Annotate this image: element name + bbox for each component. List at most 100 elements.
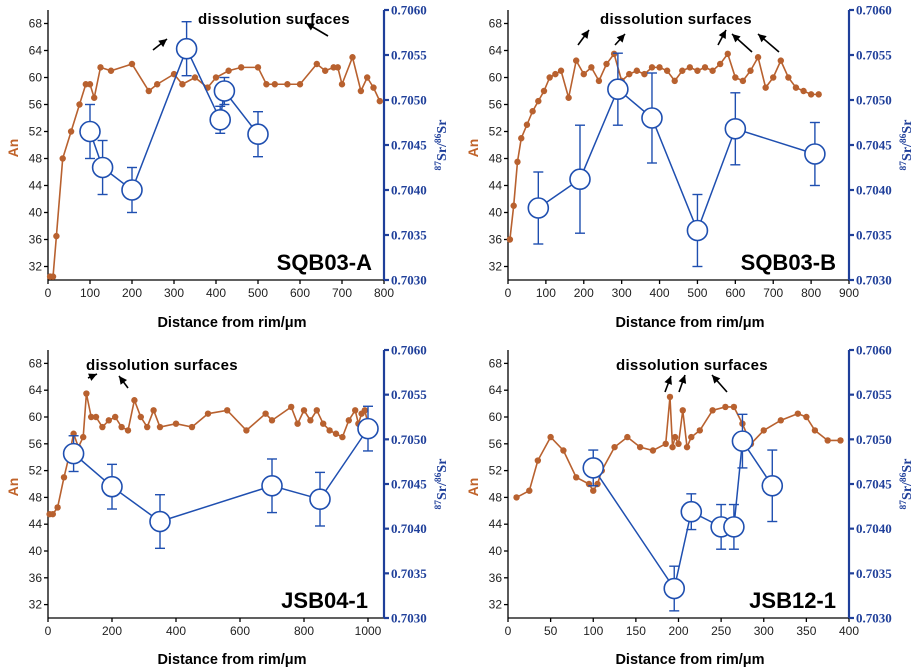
y-axis-left-label: An: [5, 139, 21, 158]
panel-title: JSB04-1: [281, 588, 368, 613]
x-axis-label: Distance from rim/μm: [615, 315, 764, 331]
x-tick-label: 600: [290, 286, 310, 300]
an-data-point: [99, 423, 106, 431]
an-data-point: [53, 232, 60, 240]
an-data-point: [716, 60, 724, 68]
y-right-tick-label: 0.7055: [856, 387, 892, 402]
an-data-point: [118, 423, 125, 431]
sr-data-point: [62, 442, 85, 465]
x-tick-label: 350: [796, 624, 816, 638]
sr-data-point: [527, 197, 550, 219]
an-data-point: [679, 407, 686, 414]
an-data-point: [540, 87, 548, 95]
an-data-point: [307, 417, 314, 424]
sr-data-point: [213, 80, 236, 102]
y-left-tick-label: 36: [29, 233, 43, 247]
sr-data-point: [175, 37, 198, 60]
x-tick-label: 400: [166, 624, 186, 638]
isotope-superscript: 86: [434, 472, 444, 482]
y-left-tick-label: 64: [29, 44, 43, 58]
sr-data-point: [723, 516, 745, 538]
an-data-point: [80, 433, 87, 441]
sr-data-point: [91, 156, 114, 179]
x-tick-label: 300: [164, 286, 184, 300]
sr-data-point: [309, 488, 331, 510]
an-data-point: [288, 403, 295, 411]
sr-data-point: [79, 120, 101, 143]
an-data-point: [313, 60, 320, 68]
sr-data-point: [607, 78, 629, 100]
arrow-head-0: [581, 30, 589, 39]
y-right-tick-label: 0.7060: [856, 3, 892, 18]
y-left-tick-label: 32: [489, 260, 503, 274]
isotope-superscript: 86: [899, 472, 909, 482]
arrow-head-2: [718, 30, 726, 39]
y-right-tick-label: 0.7030: [856, 273, 892, 288]
an-data-point: [535, 97, 542, 105]
an-data-point: [560, 447, 567, 454]
an-data-point: [86, 81, 94, 88]
an-data-point: [225, 67, 232, 74]
an-data-point: [770, 74, 777, 81]
an-data-point: [526, 487, 533, 494]
an-data-point: [339, 433, 346, 441]
y-right-tick-label: 0.7055: [856, 48, 892, 63]
an-data-point: [807, 91, 815, 98]
y-axis-right-label: 87Sr/86Sr: [434, 120, 450, 171]
an-data-point: [534, 457, 542, 464]
an-data-point: [296, 81, 304, 88]
an-data-point: [271, 81, 278, 88]
an-data-point: [785, 74, 792, 81]
sr-data-point: [641, 107, 663, 129]
y-right-tick-label: 0.7050: [856, 93, 892, 108]
an-data-point: [506, 236, 514, 243]
an-data-point: [179, 81, 186, 88]
an-data-point: [747, 67, 754, 74]
an-data-point: [794, 410, 802, 417]
an-data-point: [300, 407, 308, 414]
y-right-tick-label: 0.7035: [856, 566, 892, 581]
x-tick-label: 600: [725, 286, 745, 300]
an-data-point: [701, 64, 709, 71]
y-left-tick-label: 64: [489, 383, 503, 397]
an-data-point: [510, 202, 517, 209]
an-data-point: [565, 94, 572, 101]
arrow-head-2: [712, 375, 721, 384]
an-data-point: [294, 420, 301, 427]
an-data-point: [777, 57, 784, 64]
an-data-point: [636, 443, 644, 451]
an-data-point: [760, 427, 767, 434]
y-axis-left-label: An: [465, 478, 481, 497]
an-data-point: [649, 447, 657, 454]
x-tick-label: 100: [536, 286, 556, 300]
an-data-point: [105, 417, 113, 424]
an-data-point: [552, 70, 559, 78]
annotation-text: dissolution surfaces: [616, 357, 768, 374]
an-data-point: [91, 94, 98, 101]
an-data-point: [683, 443, 691, 451]
arrow-head-0: [88, 373, 97, 381]
an-data-point: [837, 437, 844, 444]
an-series-line: [516, 396, 841, 499]
an-data-point: [573, 57, 580, 64]
an-data-point: [671, 77, 678, 85]
y-axis-right-label: 87Sr/86Sr: [899, 459, 915, 510]
an-data-point: [762, 84, 769, 91]
an-data-point: [357, 87, 365, 95]
an-data-point: [284, 81, 291, 88]
an-data-point: [322, 67, 329, 74]
y-left-tick-label: 32: [489, 598, 503, 612]
an-data-point: [263, 81, 270, 88]
an-data-point: [557, 67, 565, 74]
y-right-tick-label: 0.7045: [856, 138, 892, 153]
y-left-tick-label: 56: [489, 437, 503, 451]
x-tick-label: 200: [102, 624, 122, 638]
x-tick-label: 50: [544, 624, 558, 638]
an-data-point: [254, 64, 262, 71]
y-left-tick-label: 64: [489, 44, 503, 58]
y-left-tick-label: 68: [29, 356, 43, 370]
an-data-point: [67, 128, 75, 135]
an-data-point: [128, 60, 136, 68]
y-left-tick-label: 40: [29, 544, 43, 558]
x-tick-label: 0: [45, 624, 52, 638]
